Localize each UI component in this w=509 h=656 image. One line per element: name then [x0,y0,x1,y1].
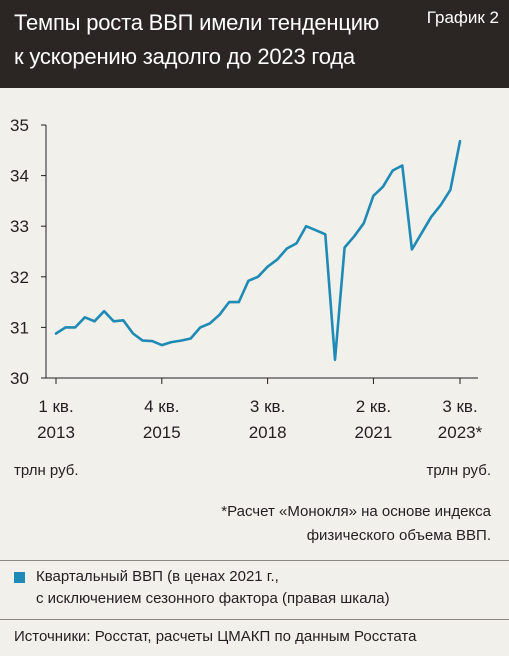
y-tick-label: 32 [10,268,29,287]
x-tick-label: 2023* [438,423,483,442]
left-unit-label: трлн руб. [14,462,79,479]
x-tick-label: 2015 [143,423,181,442]
footnote-line-2: физического объема ВВП. [306,527,491,544]
x-tick-label: 2021 [355,423,393,442]
x-axis-ticks: 1 кв. 2013 4 кв. 2015 3 кв. 2018 2 кв. 2021 3 кв… [37,378,483,442]
x-tick-label: 4 кв. [144,397,179,416]
y-tick-label: 35 [10,116,29,135]
y-tick-label: 31 [10,318,29,337]
y-tick-label: 34 [10,167,29,186]
series-points [55,141,461,360]
footnote: *Расчет «Монокля» на основе индекса физи… [221,500,491,548]
right-unit-label: трлн руб. [426,462,491,479]
x-tick-label: 2013 [37,423,75,442]
legend-line-1: Квартальный ВВП (в ценах 2021 г., [36,568,279,585]
legend-swatch [14,572,25,583]
series-line-quarterly-gdp [54,139,462,362]
x-tick-label: 3 кв. [250,397,285,416]
chart-title-line-1: Темпы роста ВВП имели тенденцию [14,10,380,35]
chart-header: Темпы роста ВВП имели тенденцию к ускоре… [0,0,509,88]
x-tick-label: 1 кв. [38,397,73,416]
graph-number-label: График 2 [426,8,499,27]
sources-note: Источники: Росстат, расчеты ЦМАКП по дан… [14,628,417,645]
y-axis-ticks: 30 31 32 33 34 35 [10,116,46,388]
chart-title-line-2: к ускорению задолго до 2023 года [14,44,355,69]
x-tick-label: 3 кв. [442,397,477,416]
gdp-line-chart: 30 31 32 33 34 35 1 кв. 2013 4 кв. 2015 3 кв. 2018… [10,116,483,442]
divider-bottom [0,619,509,620]
legend-line-2: с исключением сезонного фактора (правая … [36,590,390,607]
divider-top [0,560,509,561]
y-tick-label: 30 [10,369,29,388]
x-tick-label: 2 кв. [356,397,391,416]
x-tick-label: 2018 [249,423,287,442]
footnote-line-1: *Расчет «Монокля» на основе индекса [221,503,491,520]
y-tick-label: 33 [10,217,29,236]
legend: Квартальный ВВП (в ценах 2021 г., с искл… [36,566,390,610]
